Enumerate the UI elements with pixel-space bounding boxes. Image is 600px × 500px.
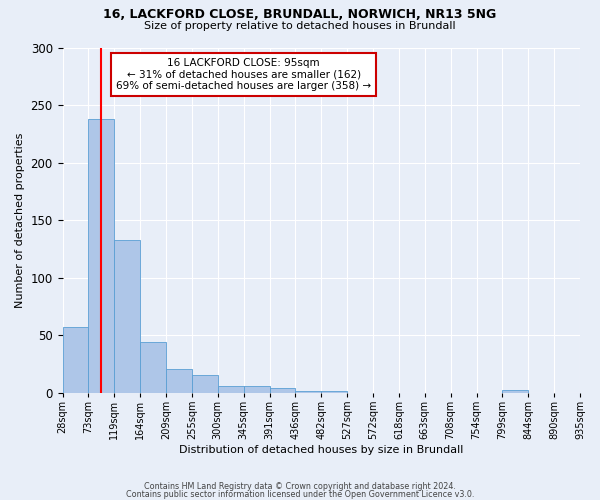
Text: Contains HM Land Registry data © Crown copyright and database right 2024.: Contains HM Land Registry data © Crown c…: [144, 482, 456, 491]
Bar: [166, 369, 192, 393]
Bar: [88, 119, 114, 393]
Bar: [218, 386, 244, 393]
Text: 16, LACKFORD CLOSE, BRUNDALL, NORWICH, NR13 5NG: 16, LACKFORD CLOSE, BRUNDALL, NORWICH, N…: [103, 8, 497, 20]
Bar: [295, 390, 321, 393]
Bar: [62, 328, 88, 393]
Text: Contains public sector information licensed under the Open Government Licence v3: Contains public sector information licen…: [126, 490, 474, 499]
Text: 16 LACKFORD CLOSE: 95sqm
← 31% of detached houses are smaller (162)
69% of semi-: 16 LACKFORD CLOSE: 95sqm ← 31% of detach…: [116, 58, 371, 91]
Bar: [502, 390, 528, 393]
Bar: [192, 374, 218, 393]
Text: Size of property relative to detached houses in Brundall: Size of property relative to detached ho…: [144, 21, 456, 31]
Bar: [114, 240, 140, 393]
Bar: [269, 388, 295, 393]
Y-axis label: Number of detached properties: Number of detached properties: [15, 132, 25, 308]
Bar: [244, 386, 269, 393]
X-axis label: Distribution of detached houses by size in Brundall: Distribution of detached houses by size …: [179, 445, 463, 455]
Bar: [140, 342, 166, 393]
Bar: [321, 390, 347, 393]
